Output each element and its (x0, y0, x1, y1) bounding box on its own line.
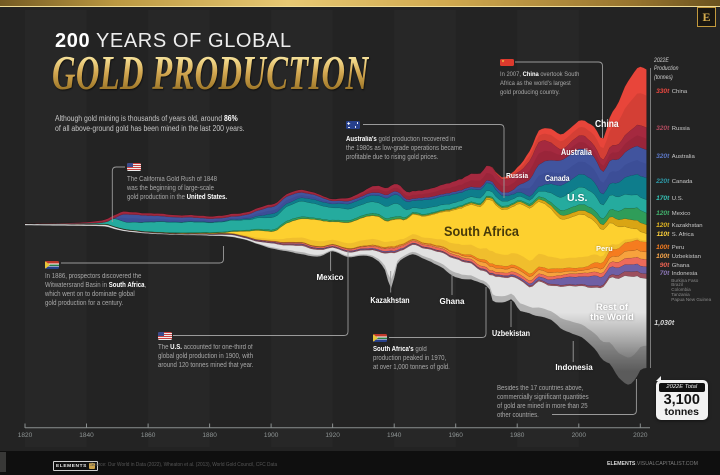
svg-text:1920: 1920 (325, 432, 340, 439)
svg-text:1840: 1840 (79, 432, 94, 439)
svg-text:1880: 1880 (202, 432, 217, 439)
svg-text:1820: 1820 (18, 432, 33, 439)
svg-text:1900: 1900 (264, 432, 279, 439)
svg-text:1860: 1860 (141, 432, 156, 439)
svg-text:2000: 2000 (572, 432, 587, 439)
svg-text:2020: 2020 (633, 432, 648, 439)
svg-text:1960: 1960 (448, 432, 463, 439)
svg-text:1980: 1980 (510, 432, 525, 439)
svg-text:1940: 1940 (387, 432, 402, 439)
